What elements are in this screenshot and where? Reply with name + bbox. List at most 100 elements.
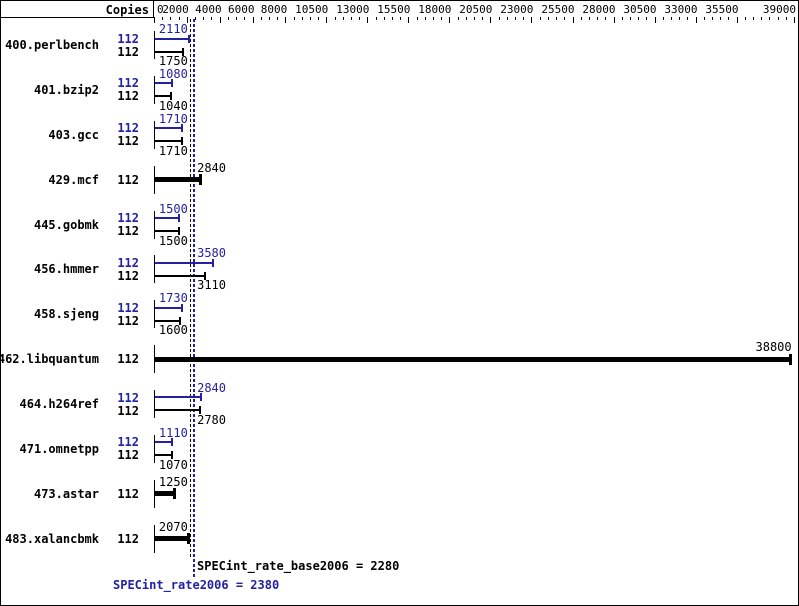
axis-tick-label: 20500 [459, 3, 493, 16]
axis-minor-tick [597, 17, 599, 20]
copies-column-header: Copies [105, 3, 149, 17]
axis-tick-label: 6000 [227, 3, 255, 16]
bar-end-cap [181, 47, 184, 56]
axis-major-tick [736, 17, 738, 23]
axis-minor-tick [465, 17, 467, 20]
bar-end-cap [181, 137, 184, 146]
bar-end-cap [187, 34, 190, 43]
base-copies-value: 112 [117, 224, 139, 238]
origin-axis-segment [154, 75, 155, 104]
bar-end-cap [181, 303, 184, 312]
axis-minor-tick [547, 17, 549, 20]
bar-end-cap [170, 92, 173, 101]
axis-minor-tick [244, 17, 246, 20]
axis-minor-tick [679, 17, 681, 20]
base-value-label: 1750 [158, 54, 188, 68]
axis-minor-tick [391, 17, 393, 20]
peak-bar [155, 306, 183, 309]
peak-copies-value: 112 [117, 300, 139, 315]
axis-minor-tick [777, 17, 779, 20]
axis-minor-tick [556, 17, 557, 20]
bar-end-cap [211, 258, 214, 267]
base-copies-value: 112 [117, 313, 139, 328]
axis-major-tick [154, 17, 155, 23]
axis-minor-tick [433, 17, 434, 20]
axis-minor-tick [350, 17, 352, 20]
axis-minor-tick [761, 17, 763, 20]
axis-minor-tick [539, 17, 541, 20]
axis-major-tick [531, 17, 533, 23]
benchmark-label: 400.perlbench [5, 38, 99, 52]
axis-minor-tick [498, 17, 500, 20]
axis-major-tick [794, 17, 795, 23]
axis-minor-tick [400, 17, 402, 20]
origin-axis-segment [154, 120, 155, 149]
copies-value: 112 [117, 352, 139, 367]
axis-major-tick [186, 17, 188, 23]
peak-rate-summary-text: SPECint_rate2006 = 2380 [113, 578, 280, 592]
axis-minor-tick [359, 17, 361, 20]
axis-tick-label: 4000 [195, 3, 222, 16]
peak-copies-value: 112 [117, 31, 139, 46]
base-rate-dotted-line [190, 19, 192, 559]
peak-value-label: 1730 [158, 291, 188, 306]
axis-minor-tick [457, 17, 459, 20]
origin-axis-segment [154, 345, 155, 374]
axis-minor-tick [687, 17, 689, 20]
axis-major-tick [695, 17, 697, 23]
axis-tick-label: 18000 [418, 3, 452, 16]
origin-axis-segment [154, 255, 155, 284]
bar-end-cap [186, 533, 190, 545]
peak-value-label: 1080 [158, 66, 188, 81]
axis-minor-tick [441, 17, 443, 20]
origin-axis-segment [154, 434, 155, 463]
axis-minor-tick [744, 17, 746, 20]
axis-tick-label: 28000 [582, 3, 616, 16]
bar-end-cap [170, 451, 173, 460]
base-bar [155, 50, 183, 53]
bar-end-cap [177, 213, 180, 222]
axis-tick-label: 30500 [623, 3, 657, 16]
axis-minor-tick [515, 17, 516, 20]
axis-minor-tick [474, 17, 475, 20]
bar-end-cap [789, 353, 793, 365]
axis-major-tick [408, 17, 410, 23]
peak-value-label: 1500 [158, 201, 188, 216]
axis-minor-tick [334, 17, 336, 20]
axis-major-tick [367, 17, 369, 23]
single-result-bar [155, 356, 791, 362]
bar-end-cap [173, 488, 176, 500]
base-bar [155, 274, 205, 277]
origin-axis-segment [154, 210, 155, 239]
bar-end-cap [199, 393, 202, 402]
peak-bar [155, 441, 173, 444]
base-value-label: 1600 [158, 323, 188, 338]
bar-end-cap [181, 124, 184, 133]
single-result-bar [155, 536, 188, 542]
base-bar [155, 409, 200, 412]
axis-minor-tick [638, 17, 640, 20]
axis-minor-tick [383, 17, 385, 20]
peak-copies-value: 112 [117, 435, 139, 450]
axis-major-tick [219, 17, 221, 23]
peak-bar [155, 37, 189, 40]
copies-value: 112 [117, 172, 139, 187]
bar-end-cap [171, 438, 174, 447]
base-value-label: 2780 [197, 413, 226, 427]
axis-tick-label: 25500 [541, 3, 575, 16]
benchmark-label: 464.h264ref [19, 397, 99, 411]
benchmark-label: 445.gobmk [33, 217, 99, 232]
base-bar [155, 454, 172, 457]
axis-minor-tick [195, 17, 196, 20]
axis-major-tick [285, 17, 287, 23]
origin-axis-segment [154, 479, 155, 508]
base-copies-value: 112 [117, 89, 139, 104]
base-value-label: 1070 [158, 457, 188, 472]
base-copies-value: 112 [117, 44, 139, 59]
benchmark-label: 458.sjeng [33, 307, 99, 322]
base-rate-summary-text: SPECint_rate_base2006 = 2280 [197, 559, 400, 573]
benchmark-label: 462.libquantum [0, 352, 99, 367]
axis-tick-label: 0 [157, 3, 164, 16]
base-bar [155, 95, 172, 98]
origin-axis-segment [154, 524, 155, 553]
